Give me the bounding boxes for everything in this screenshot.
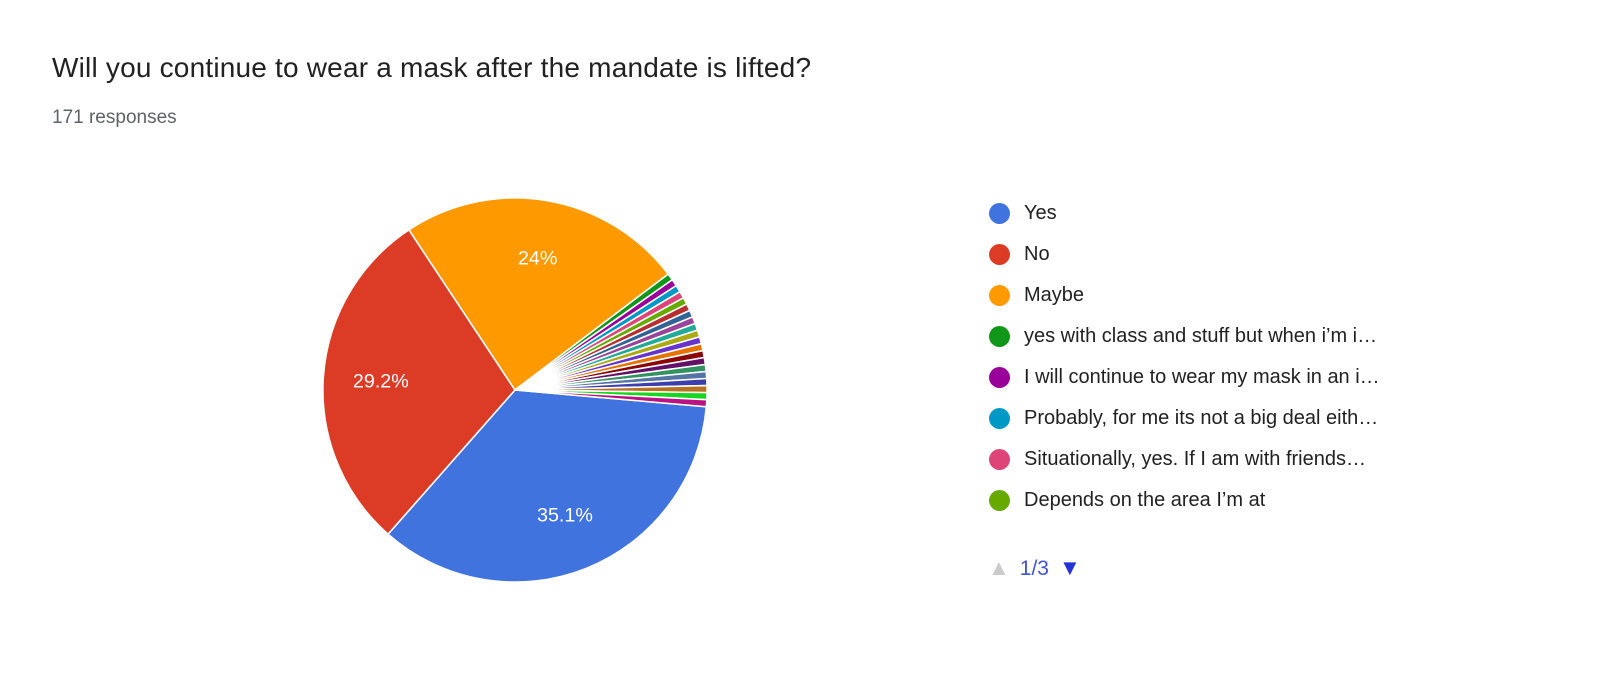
legend-item: Depends on the area I’m at xyxy=(989,488,1509,512)
legend-item: Yes xyxy=(989,201,1509,225)
legend-page-indicator: 1/3 xyxy=(1019,556,1049,580)
legend-color-dot xyxy=(989,325,1010,347)
pie-chart: 35.1% 29.2% 24% xyxy=(322,197,708,583)
legend-color-dot xyxy=(989,366,1010,388)
legend-color-dot xyxy=(989,407,1010,429)
pie-slice[interactable] xyxy=(407,197,670,392)
legend-pagination: ▲ 1/3 ▼ xyxy=(988,557,1081,579)
response-count: 171 responses xyxy=(52,107,177,128)
legend-label: Maybe xyxy=(1024,283,1085,306)
pie-slice[interactable] xyxy=(386,389,708,583)
pie-slice-label: 24% xyxy=(518,247,557,269)
legend-item: I will continue to wear my mask in an i… xyxy=(989,365,1509,389)
legend-item: Maybe xyxy=(989,283,1509,307)
legend-label: I will continue to wear my mask in an i… xyxy=(1024,365,1380,388)
legend-color-dot xyxy=(989,243,1010,265)
legend-color-dot xyxy=(989,202,1010,224)
legend-label: Probably, for me its not a big deal eith… xyxy=(1024,406,1379,429)
pie-slice-label: 35.1% xyxy=(537,505,593,527)
legend-item: Situationally, yes. If I am with friends… xyxy=(989,447,1509,471)
legend-label: Yes xyxy=(1024,201,1057,224)
legend-label: Situationally, yes. If I am with friends… xyxy=(1024,447,1366,470)
legend-color-dot xyxy=(989,489,1010,511)
legend-label: No xyxy=(1024,242,1050,265)
legend-item: Probably, for me its not a big deal eith… xyxy=(989,406,1509,430)
legend-item: No xyxy=(989,242,1509,266)
legend: Yes No Maybe yes with class and stuff but w… xyxy=(989,201,1509,529)
legend-color-dot xyxy=(989,284,1010,306)
pie-chart-area: 35.1% 29.2% 24% xyxy=(318,193,712,587)
legend-color-dot xyxy=(989,448,1010,470)
legend-label: yes with class and stuff but when i’m i… xyxy=(1024,324,1378,347)
legend-page-down-button[interactable]: ▼ xyxy=(1058,555,1081,580)
legend-label: Depends on the area I’m at xyxy=(1024,488,1266,511)
pie-slice-label: 29.2% xyxy=(353,371,409,393)
pie-slice[interactable] xyxy=(514,389,708,408)
chart-title: Will you continue to wear a mask after t… xyxy=(52,52,812,83)
legend-page-up-button[interactable]: ▲ xyxy=(988,555,1010,580)
legend-item: yes with class and stuff but when i’m i… xyxy=(989,324,1509,348)
pie-slice[interactable] xyxy=(322,228,516,536)
